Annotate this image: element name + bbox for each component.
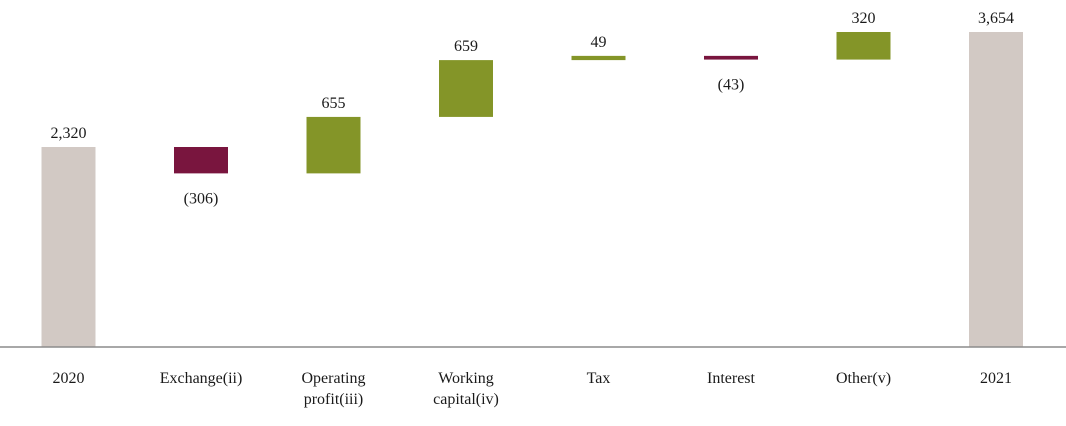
waterfall-bar	[439, 60, 493, 117]
category-tick-label: 2020	[53, 370, 85, 387]
waterfall-bar	[306, 116, 361, 174]
bar-value-label: 2,320	[51, 125, 87, 142]
category-tick-label: Operating profit(iii)	[302, 370, 366, 408]
waterfall-bar	[174, 147, 228, 174]
category-tick-label: 2021	[980, 370, 1012, 387]
waterfall-bar	[704, 55, 758, 60]
bar-value-label: 320	[852, 10, 876, 27]
category-tick-label: Other(v)	[836, 370, 891, 387]
category-tick-label: Working capital(iv)	[433, 370, 499, 408]
bar-value-label: (306)	[184, 190, 219, 207]
category-tick-label: Tax	[587, 370, 611, 387]
waterfall-bar	[571, 55, 626, 61]
category-tick-label: Exchange(ii)	[160, 370, 243, 387]
bar-value-label: 655	[322, 95, 346, 112]
waterfall-bar	[41, 147, 96, 347]
waterfall-bar	[836, 32, 891, 60]
category-tick-label: Interest	[707, 370, 756, 387]
waterfall-bar	[969, 32, 1023, 347]
bar-value-label: 49	[591, 34, 607, 51]
bar-value-label: (43)	[718, 77, 745, 94]
bar-value-label: 659	[454, 38, 478, 55]
bar-value-label: 3,654	[978, 10, 1014, 27]
